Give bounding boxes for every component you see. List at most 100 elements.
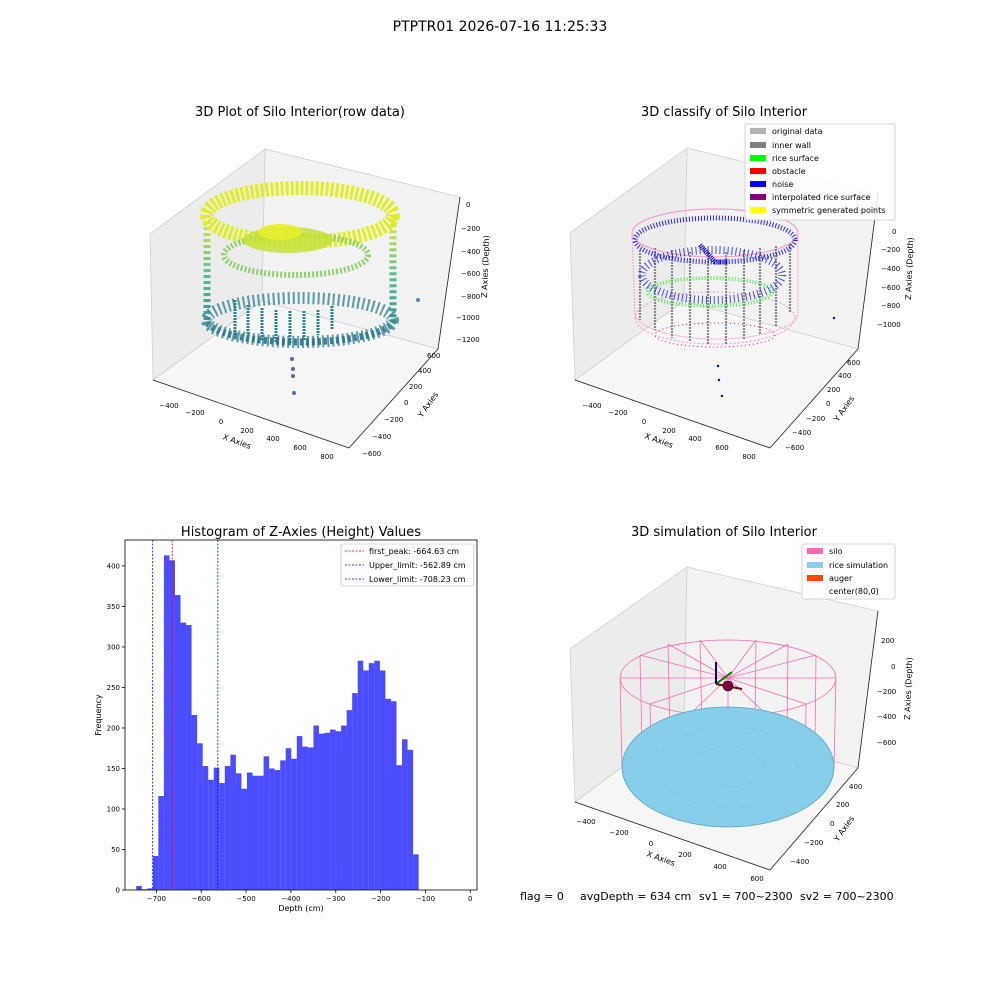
panel1-axes-box bbox=[149, 148, 461, 449]
p2-ztick: 0 bbox=[892, 228, 896, 236]
p2-legend-label: obstacle bbox=[772, 167, 806, 176]
histogram-legend-label: first_peak: -664.63 cm bbox=[369, 547, 459, 556]
panel4-title: 3D simulation of Silo Interior bbox=[631, 525, 818, 540]
histogram-bar bbox=[263, 756, 270, 890]
legend-swatch bbox=[750, 194, 766, 200]
p4-ytick: 400 bbox=[849, 783, 862, 791]
histogram-bar bbox=[374, 660, 380, 890]
histogram-bar bbox=[396, 765, 403, 890]
legend-swatch bbox=[750, 155, 766, 161]
panel4-legend: silo rice simulation auger center(80,0) bbox=[801, 543, 896, 600]
panel-raw-3d: 3D Plot of Silo Interior(row data) bbox=[149, 105, 491, 461]
histogram-x-tick-label: −200 bbox=[371, 895, 390, 903]
p1-xtick: −400 bbox=[159, 402, 178, 410]
p2-xtick: −400 bbox=[582, 402, 601, 410]
histogram-x-tick-label: −600 bbox=[192, 895, 211, 903]
histogram-bar bbox=[235, 773, 242, 890]
p1-xtick: 600 bbox=[293, 444, 306, 452]
p1-xtick: 0 bbox=[219, 418, 223, 426]
p1-xtick: 800 bbox=[320, 453, 333, 461]
histogram-bar bbox=[407, 749, 414, 890]
p1-ztick: −800 bbox=[461, 293, 480, 301]
panel2-point-cloud bbox=[631, 208, 836, 398]
histogram-bar bbox=[208, 779, 214, 890]
histogram-x-tick-label: −300 bbox=[326, 895, 345, 903]
panel1-wall-columns bbox=[233, 300, 334, 343]
histogram-x-tick-label: −100 bbox=[416, 895, 435, 903]
p2-xtick: 400 bbox=[688, 435, 701, 443]
histogram-bar bbox=[174, 595, 181, 890]
legend-swatch bbox=[750, 142, 766, 148]
p1-ytick: −600 bbox=[362, 450, 381, 458]
histogram-legend-label: Lower_limit: -708.23 cm bbox=[369, 575, 466, 584]
p2-ytick: −200 bbox=[806, 415, 825, 423]
histogram-bar bbox=[269, 768, 275, 890]
p1-ztick: −600 bbox=[461, 270, 480, 278]
p4-legend-label: silo bbox=[829, 547, 843, 556]
p2-xtick: 0 bbox=[642, 418, 646, 426]
histogram-y-ticks: 0 50 100 150 200 250 300 350 400 bbox=[107, 562, 125, 895]
histogram-bar bbox=[379, 670, 386, 890]
p4-xlabel: X Axies bbox=[645, 849, 676, 868]
p1-xtick: 200 bbox=[240, 427, 253, 435]
histogram-bar bbox=[169, 560, 175, 890]
histogram-y-tick-label: 50 bbox=[111, 846, 120, 854]
histogram-bar bbox=[402, 739, 408, 890]
p2-xtick: 600 bbox=[715, 444, 728, 452]
p4-ylabel: Y Axies bbox=[832, 814, 857, 844]
histogram-y-tick-label: 0 bbox=[116, 887, 120, 895]
histogram-bar bbox=[368, 663, 375, 890]
p2-ztick: −800 bbox=[881, 302, 900, 310]
histogram-bar bbox=[246, 772, 253, 890]
p1-ytick: −200 bbox=[384, 416, 403, 424]
legend-swatch bbox=[807, 562, 823, 568]
legend-swatch bbox=[807, 575, 823, 581]
histogram-bar bbox=[385, 698, 391, 890]
histogram-xlabel: Depth (cm) bbox=[278, 904, 323, 913]
p1-ytick: 200 bbox=[409, 383, 422, 391]
p4-xtick: 600 bbox=[750, 875, 763, 883]
histogram-reference-lines bbox=[152, 540, 219, 890]
panel4-auger bbox=[715, 662, 743, 692]
histogram-bar bbox=[274, 770, 281, 890]
p2-legend-label: interpolated rice surface bbox=[772, 193, 870, 202]
p2-ytick: −600 bbox=[785, 444, 804, 452]
histogram-bar bbox=[357, 660, 364, 890]
p1-ytick: −400 bbox=[372, 433, 391, 441]
p1-ztick: 0 bbox=[466, 201, 470, 209]
p2-legend-label: original data bbox=[772, 127, 823, 136]
histogram-bar bbox=[197, 743, 203, 890]
histogram-y-tick-label: 350 bbox=[107, 603, 120, 611]
p1-ylabel: Y Axies bbox=[416, 390, 441, 420]
histogram-y-tick-label: 150 bbox=[107, 765, 120, 773]
histogram-bar bbox=[307, 747, 314, 890]
p4-xtick: −200 bbox=[609, 829, 628, 837]
histogram-bar bbox=[258, 775, 264, 890]
histogram-y-tick-label: 250 bbox=[107, 684, 120, 692]
histogram-bar bbox=[219, 783, 225, 890]
panel-histogram: Histogram of Z-Axies (Height) Values −70… bbox=[94, 525, 478, 913]
panel4-rice-surface bbox=[621, 706, 835, 828]
histogram-bar bbox=[152, 855, 159, 890]
histogram-bar bbox=[413, 854, 419, 890]
p4-ztick: −200 bbox=[877, 688, 896, 696]
p1-ytick: 400 bbox=[418, 367, 431, 375]
p1-ytick: 600 bbox=[427, 352, 440, 360]
legend-swatch bbox=[750, 181, 766, 187]
p2-ytick: 400 bbox=[838, 372, 851, 380]
p4-legend-label: rice simulation bbox=[829, 561, 888, 570]
p2-ztick: −600 bbox=[881, 284, 900, 292]
legend-swatch bbox=[750, 168, 766, 174]
histogram-x-tick-label: −400 bbox=[281, 895, 300, 903]
histogram-bar bbox=[302, 746, 308, 890]
histogram-bar bbox=[191, 715, 198, 890]
histogram-bar bbox=[224, 766, 231, 890]
histogram-bar bbox=[352, 693, 358, 890]
sv1-text: sv1 = 700~2300 bbox=[699, 890, 793, 903]
sv2-text: sv2 = 700~2300 bbox=[800, 890, 894, 903]
histogram-bar bbox=[180, 622, 187, 890]
p4-ytick: 200 bbox=[836, 801, 849, 809]
panel-classify-3d: 3D classify of Silo Interior −400 bbox=[569, 105, 915, 461]
panel1-title: 3D Plot of Silo Interior(row data) bbox=[195, 105, 405, 120]
histogram-bar bbox=[313, 725, 319, 890]
